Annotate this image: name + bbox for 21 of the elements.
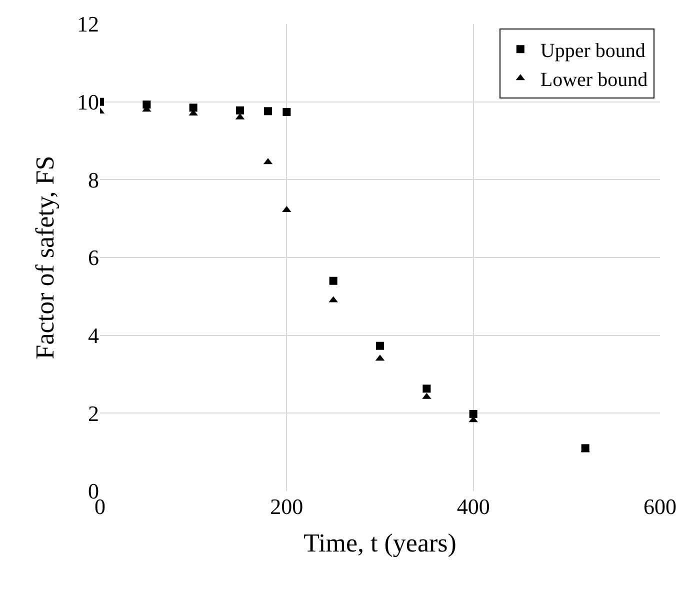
point (189, 104, 198, 112)
point (236, 106, 244, 114)
y-tick-label: 8 (88, 167, 99, 192)
legend-label: Lower bound (540, 68, 648, 91)
x-tick-label: 200 (270, 494, 304, 519)
point (422, 384, 431, 393)
y-tick-label: 10 (77, 90, 99, 115)
legend-label: Upper bound (540, 40, 646, 62)
point (264, 107, 272, 116)
y-tick-label: 12 (77, 12, 99, 37)
point (376, 342, 384, 350)
point (282, 108, 291, 116)
y-tick-label: 2 (88, 400, 99, 426)
x-axis-title: Time, t (years) (304, 528, 456, 558)
x-tick-label: 400 (456, 494, 490, 519)
x-tick-label: 600 (644, 494, 676, 519)
y-tick-label: 6 (88, 245, 99, 270)
y-axis-title: Factor of safety, FS (30, 156, 60, 360)
point (329, 276, 338, 285)
point (469, 410, 478, 418)
y-tick-label: 4 (88, 323, 99, 348)
